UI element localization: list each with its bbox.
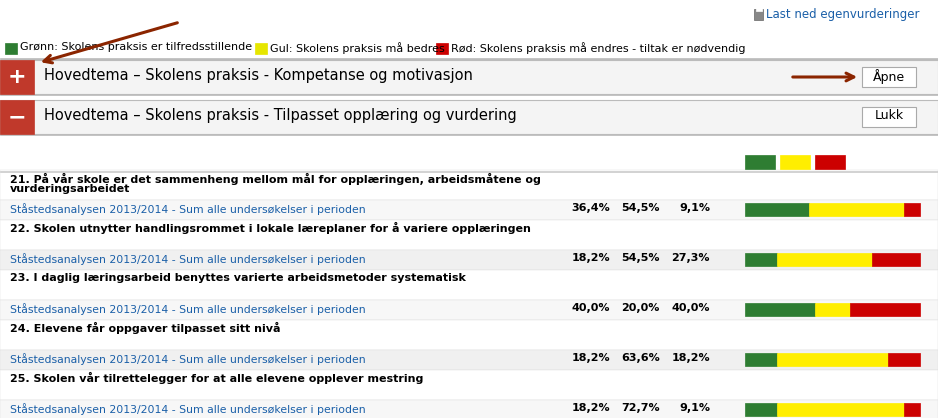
Bar [0, 370, 938, 400]
Bar [745, 203, 809, 216]
Bar [777, 403, 904, 416]
Bar [815, 303, 850, 316]
Text: 40,0%: 40,0% [672, 303, 710, 313]
Text: 36,4%: 36,4% [571, 203, 610, 213]
Bar [850, 303, 920, 316]
Bar [0, 270, 938, 300]
Text: −: − [8, 107, 26, 127]
Text: Gul: Skolens praksis må bedres: Gul: Skolens praksis må bedres [270, 42, 445, 54]
Bar [5, 43, 17, 54]
Text: 25. Skolen vår tilrettelegger for at alle elevene opplever mestring: 25. Skolen vår tilrettelegger for at all… [10, 372, 423, 384]
Bar [0, 58, 938, 60]
Text: 18,2%: 18,2% [672, 353, 710, 363]
Text: Rød: Skolens praksis må endres - tiltak er nødvendig: Rød: Skolens praksis må endres - tiltak … [450, 42, 745, 54]
Bar [0, 171, 938, 172]
Bar [0, 320, 938, 350]
Text: Lukk: Lukk [874, 109, 903, 122]
Bar [0, 100, 938, 134]
Bar [0, 60, 938, 94]
Text: 9,1%: 9,1% [679, 403, 710, 413]
Text: 18,2%: 18,2% [571, 353, 610, 363]
Bar [0, 250, 938, 270]
Bar [0, 170, 938, 200]
Text: Ståstedsanalysen 2013/2014 - Sum alle undersøkelser i perioden: Ståstedsanalysen 2013/2014 - Sum alle un… [10, 303, 366, 315]
Text: 9,1%: 9,1% [679, 203, 710, 213]
Text: 54,5%: 54,5% [622, 253, 660, 263]
Text: 63,6%: 63,6% [621, 353, 660, 363]
Bar [756, 7, 762, 11]
Bar [0, 60, 34, 94]
Text: Hovedtema – Skolens praksis - Kompetanse og motivasjon: Hovedtema – Skolens praksis - Kompetanse… [44, 68, 473, 83]
Text: 27,3%: 27,3% [672, 253, 710, 263]
Text: 20,0%: 20,0% [622, 303, 660, 313]
Text: 72,7%: 72,7% [621, 403, 660, 413]
Bar [745, 155, 775, 169]
Bar [777, 253, 872, 266]
Text: Åpne: Åpne [873, 69, 905, 84]
Text: Ståstedsanalysen 2013/2014 - Sum alle undersøkelser i perioden: Ståstedsanalysen 2013/2014 - Sum alle un… [10, 253, 366, 265]
Bar [815, 155, 845, 169]
Bar [745, 303, 815, 316]
Bar [0, 134, 938, 135]
Text: Last ned egenvurderinger: Last ned egenvurderinger [766, 8, 919, 21]
Bar [872, 253, 920, 266]
Bar [0, 350, 938, 370]
Bar [809, 203, 904, 216]
Text: Ståstedsanalysen 2013/2014 - Sum alle undersøkelser i perioden: Ståstedsanalysen 2013/2014 - Sum alle un… [10, 203, 366, 215]
Bar [255, 43, 267, 54]
Bar [777, 353, 888, 366]
Bar [904, 203, 920, 216]
Text: 21. På vår skole er det sammenheng mellom mål for opplæringen, arbeidsmåtene og: 21. På vår skole er det sammenheng mello… [10, 173, 541, 185]
Text: 23. I daglig læringsarbeid benyttes varierte arbeidsmetoder systematisk: 23. I daglig læringsarbeid benyttes vari… [10, 273, 466, 283]
Bar [862, 107, 916, 127]
Text: Ståstedsanalysen 2013/2014 - Sum alle undersøkelser i perioden: Ståstedsanalysen 2013/2014 - Sum alle un… [10, 353, 366, 365]
Bar [0, 200, 938, 220]
Text: 54,5%: 54,5% [622, 203, 660, 213]
Bar [780, 155, 810, 169]
Text: vurderingsarbeidet: vurderingsarbeidet [10, 184, 130, 194]
Text: +: + [8, 67, 26, 87]
Text: 40,0%: 40,0% [571, 303, 610, 313]
Text: 24. Elevene får oppgaver tilpasset sitt nivå: 24. Elevene får oppgaver tilpasset sitt … [10, 322, 280, 334]
Bar [0, 220, 938, 250]
Bar [745, 253, 777, 266]
Bar [435, 43, 447, 54]
Bar [0, 100, 34, 134]
Text: 18,2%: 18,2% [571, 253, 610, 263]
Bar [888, 353, 920, 366]
Bar [862, 67, 916, 87]
Text: 22. Skolen utnytter handlingsrommet i lokale læreplaner for å variere opplæringe: 22. Skolen utnytter handlingsrommet i lo… [10, 222, 531, 234]
Text: Ståstedsanalysen 2013/2014 - Sum alle undersøkelser i perioden: Ståstedsanalysen 2013/2014 - Sum alle un… [10, 403, 366, 415]
Bar [0, 94, 938, 95]
Bar [904, 403, 920, 416]
Text: Hovedtema – Skolens praksis - Tilpasset opplæring og vurdering: Hovedtema – Skolens praksis - Tilpasset … [44, 108, 517, 123]
Bar [754, 9, 763, 20]
Bar [745, 353, 777, 366]
Bar [0, 400, 938, 418]
Text: 18,2%: 18,2% [571, 403, 610, 413]
Text: Grønn: Skolens praksis er tilfredsstillende: Grønn: Skolens praksis er tilfredsstille… [20, 42, 252, 52]
Bar [0, 300, 938, 320]
Bar [745, 403, 777, 416]
